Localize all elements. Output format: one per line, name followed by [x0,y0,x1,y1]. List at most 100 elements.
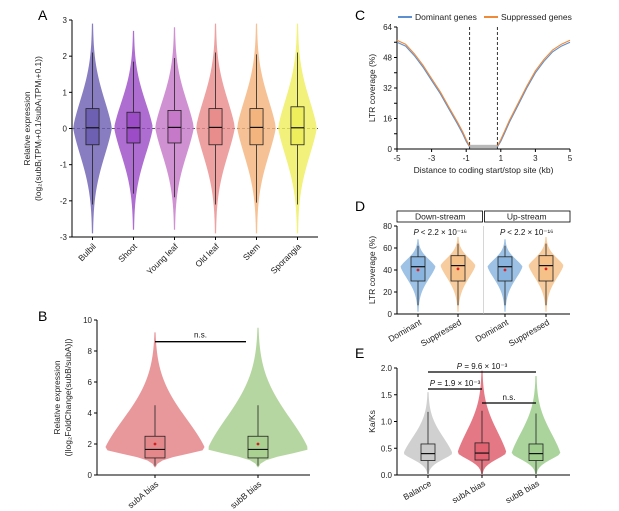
y-tick-label: 0 [63,125,68,134]
x-tick-label: -3 [428,154,436,163]
x-tick-label: subA bias [450,478,487,505]
legend-label-suppressed: Suppressed genes [501,12,572,22]
x-tick-label: subB bias [228,479,263,511]
significance-label: n.s. [194,331,207,340]
y-tick-label: 48 [383,54,392,63]
x-tick-label: Bulbil [76,241,98,263]
y-tick-label: 0 [388,145,393,154]
x-tick-label: Dominant [473,317,510,344]
y-tick-label: 32 [383,84,392,93]
y-tick-label: 0 [88,471,93,480]
y-axis-label: LTR coverage (%) [367,236,377,305]
facet-strip-upstream [484,210,571,223]
x-tick-label: 5 [568,154,573,163]
y-axis-label: Relative expression [22,91,32,165]
box-4 [249,108,264,146]
y-tick-label: 0.0 [381,471,393,480]
y-tick-label: 6 [88,378,93,387]
comparison-label: n.s. [503,393,516,402]
x-tick-label: Sporangia [268,241,303,276]
x-tick-label: subB bias [504,478,541,505]
y-tick-label: 3 [63,16,68,25]
facet-p-value: P < 2.2 × 10⁻¹⁶ [414,228,467,237]
y-tick-label: -2 [60,197,68,206]
y-tick-label: 1.0 [381,418,393,427]
facet-title-downstream: Down-stream [415,212,466,222]
x-tick-label: subA bias [126,479,161,510]
violin-subb-bias [208,327,308,468]
legend-label-dominant: Dominant genes [415,12,477,22]
x-tick-label: Stem [241,241,262,262]
box-0 [85,108,100,146]
y-tick-label: 0 [388,310,393,319]
x-tick-label: Balance [401,478,433,502]
panel-d: 0 20 40 60 80 Down-stream Up-stream P < 2.2 × 1… [367,210,571,348]
x-tick-label: Shoot [116,241,139,264]
series-line-suppressed-right [496,39,571,147]
y-axis-label: (|log₂FoldChange(subB/subA)|) [63,338,73,456]
y-tick-label: -1 [60,161,68,170]
panel-c: 0 16 32 48 64 -5 -3 -1 1 3 5 Dominant genes Suppress… [367,12,573,175]
y-tick-label: 10 [83,316,92,325]
y-tick-label: 0.5 [381,444,393,453]
y-tick-label: 8 [88,347,93,356]
series-line-suppressed-left [396,39,471,147]
y-axis-label: Relative expression [52,360,62,434]
box-5 [290,106,305,146]
y-tick-label: 64 [383,23,392,32]
y-tick-label: 20 [383,288,392,297]
x-tick-label: -1 [463,154,471,163]
y-tick-label: 80 [383,222,392,231]
panel-letter-b: B [38,308,47,324]
violin-suba-bias [105,332,205,468]
box-2 [167,110,182,144]
panel-letter-a: A [38,7,48,23]
mean-point-1 [456,267,460,271]
y-tick-label: 2 [88,440,93,449]
series-line-dominant-left [396,41,471,148]
mean-point-0 [153,442,157,446]
box-3 [208,108,223,146]
panel-letter-e: E [355,345,364,361]
y-tick-label: 2 [63,52,68,61]
y-tick-label: 40 [383,266,392,275]
facet-strip-downstream [396,210,483,223]
facet-p-value: P < 2.2 × 10⁻¹⁶ [500,228,553,237]
mean-point-2 [503,268,507,272]
x-tick-label: Suppressed [419,317,464,348]
gene-body-bar [469,144,498,148]
x-tick-label: -5 [393,154,401,163]
panel-letter-c: C [355,7,365,23]
panel-e: 0.0 0.5 1.0 1.5 2.0 Balance subA bias subB bias… [367,362,570,505]
y-tick-label: 1.5 [381,391,393,400]
y-axis-label: LTR coverage (%) [367,54,377,123]
x-tick-label: Suppressed [507,317,552,348]
mean-point-3 [544,267,548,271]
box-0 [144,435,166,459]
x-tick-label: 3 [533,154,538,163]
box-2 [528,443,544,461]
panel-a: -3 -2 -1 0 1 2 3 Bulbil Shoot Young leaf Old leaf S… [22,16,318,277]
y-tick-label: 16 [383,115,392,124]
x-tick-label: Old leaf [193,241,221,269]
x-tick-label: 1 [499,154,504,163]
y-tick-label: 4 [88,409,93,418]
y-tick-label: 2.0 [381,364,393,373]
panel-letter-d: D [355,198,365,214]
y-tick-label: -3 [60,233,68,242]
y-axis-label: Ka/Ks [367,410,377,433]
panel-b: 0 2 4 6 8 10 subA bias subB bias n.s. Relative ex… [52,316,310,511]
comparison-label: P = 9.6 × 10⁻³ [457,362,508,371]
mean-point-0 [416,268,420,272]
box-0 [420,443,436,461]
facet-title-upstream: Up-stream [507,212,547,222]
y-tick-label: 1 [63,88,68,97]
mean-point-1 [256,442,260,446]
box-1 [474,442,490,461]
x-tick-label: Young leaf [145,241,181,277]
y-axis-label: (log₂(subB₍TPM₎+0.1/subA₍TPM₎+0.1)) [33,56,43,201]
y-tick-label: 60 [383,244,392,253]
series-line-dominant-right [496,41,571,148]
comparison-label: P = 1.9 × 10⁻³ [430,379,481,388]
